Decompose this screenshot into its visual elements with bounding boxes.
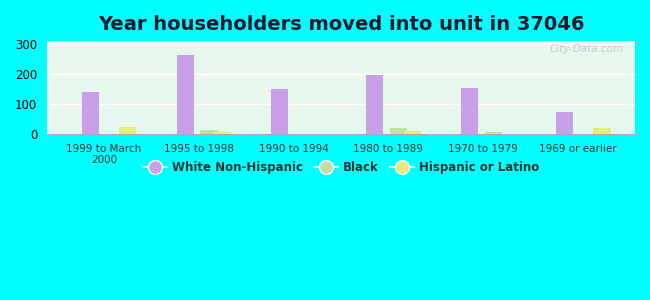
Legend: White Non-Hispanic, Black, Hispanic or Latino: White Non-Hispanic, Black, Hispanic or L… bbox=[138, 157, 543, 179]
Title: Year householders moved into unit in 37046: Year householders moved into unit in 370… bbox=[98, 15, 584, 34]
Bar bbox=[366, 75, 384, 134]
Bar bbox=[177, 55, 194, 134]
Bar bbox=[200, 130, 218, 134]
Bar bbox=[271, 89, 289, 134]
Text: City-Data.com: City-Data.com bbox=[549, 44, 623, 54]
Bar bbox=[404, 131, 421, 134]
Bar bbox=[556, 112, 573, 134]
Bar bbox=[214, 132, 231, 134]
Bar bbox=[461, 88, 478, 134]
Bar bbox=[119, 127, 136, 134]
Bar bbox=[82, 92, 99, 134]
Bar bbox=[485, 132, 502, 134]
Bar bbox=[390, 128, 407, 134]
Bar bbox=[593, 128, 610, 134]
